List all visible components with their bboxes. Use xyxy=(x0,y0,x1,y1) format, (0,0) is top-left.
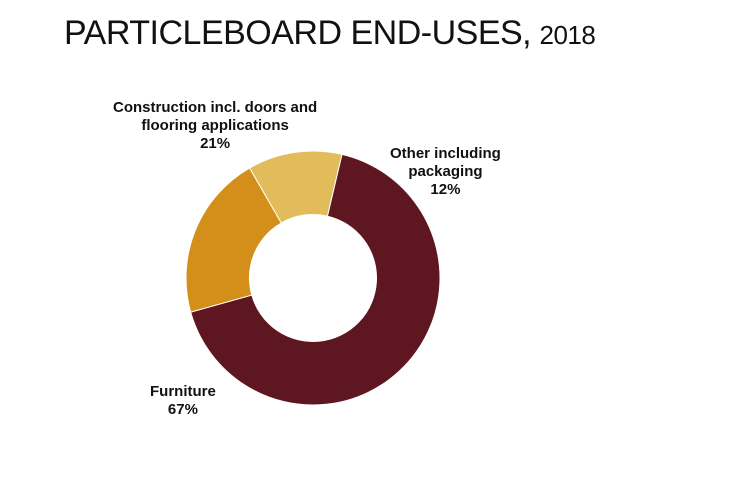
slice-label-other-value: 12% xyxy=(430,181,461,198)
slice-label-construction-line-1: Construction incl. doors and xyxy=(113,99,318,116)
slice-label-furniture-value: 67% xyxy=(167,401,198,418)
slice-furniture xyxy=(190,153,441,406)
slice-label-other: Other including packaging 12% xyxy=(390,145,501,199)
slice-label-other-line-1: Other including xyxy=(390,145,501,162)
slice-label-construction: Construction incl. doors and flooring ap… xyxy=(113,99,317,153)
slice-label-other-line-2: packaging xyxy=(408,163,483,180)
slice-label-furniture-line-1: Furniture xyxy=(150,383,216,400)
slice-label-construction-value: 21% xyxy=(200,135,231,152)
slice-label-furniture: Furniture 67% xyxy=(150,383,216,419)
slice-label-construction-line-2: flooring applications xyxy=(141,117,289,134)
chart-title: PARTICLEBOARD END-USES, 2018 xyxy=(64,14,596,53)
slice-construction xyxy=(185,167,282,313)
chart-title-year: 2018 xyxy=(539,20,596,50)
chart-title-main: PARTICLEBOARD END-USES, xyxy=(64,14,532,52)
